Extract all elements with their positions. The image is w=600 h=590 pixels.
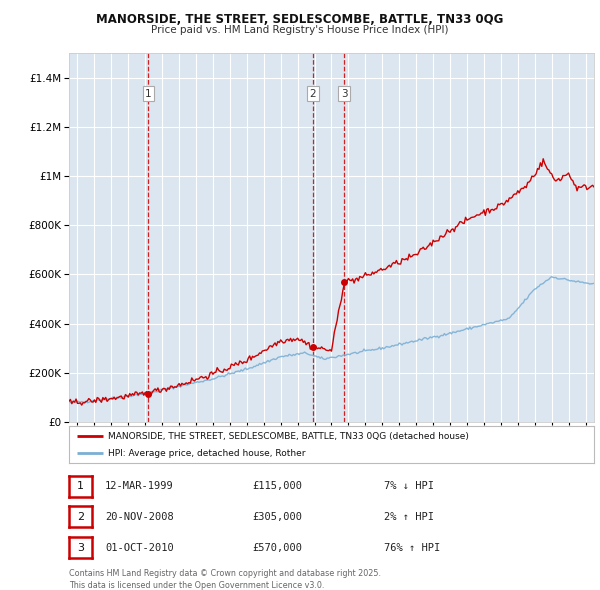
- Text: MANORSIDE, THE STREET, SEDLESCOMBE, BATTLE, TN33 0QG (detached house): MANORSIDE, THE STREET, SEDLESCOMBE, BATT…: [109, 431, 469, 441]
- Text: 20-NOV-2008: 20-NOV-2008: [105, 512, 174, 522]
- Text: 2: 2: [310, 88, 316, 99]
- Text: £305,000: £305,000: [252, 512, 302, 522]
- Text: 1: 1: [145, 88, 152, 99]
- Text: Price paid vs. HM Land Registry's House Price Index (HPI): Price paid vs. HM Land Registry's House …: [151, 25, 449, 35]
- Text: 2: 2: [77, 512, 84, 522]
- Text: HPI: Average price, detached house, Rother: HPI: Average price, detached house, Roth…: [109, 448, 306, 458]
- Text: Contains HM Land Registry data © Crown copyright and database right 2025.
This d: Contains HM Land Registry data © Crown c…: [69, 569, 381, 589]
- Text: 12-MAR-1999: 12-MAR-1999: [105, 481, 174, 491]
- Text: 7% ↓ HPI: 7% ↓ HPI: [384, 481, 434, 491]
- Text: £115,000: £115,000: [252, 481, 302, 491]
- Text: 76% ↑ HPI: 76% ↑ HPI: [384, 543, 440, 552]
- Text: 3: 3: [341, 88, 347, 99]
- Text: 3: 3: [77, 543, 84, 552]
- Text: MANORSIDE, THE STREET, SEDLESCOMBE, BATTLE, TN33 0QG: MANORSIDE, THE STREET, SEDLESCOMBE, BATT…: [97, 13, 503, 26]
- Text: 1: 1: [77, 481, 84, 491]
- Text: 01-OCT-2010: 01-OCT-2010: [105, 543, 174, 552]
- Text: £570,000: £570,000: [252, 543, 302, 552]
- Text: 2% ↑ HPI: 2% ↑ HPI: [384, 512, 434, 522]
